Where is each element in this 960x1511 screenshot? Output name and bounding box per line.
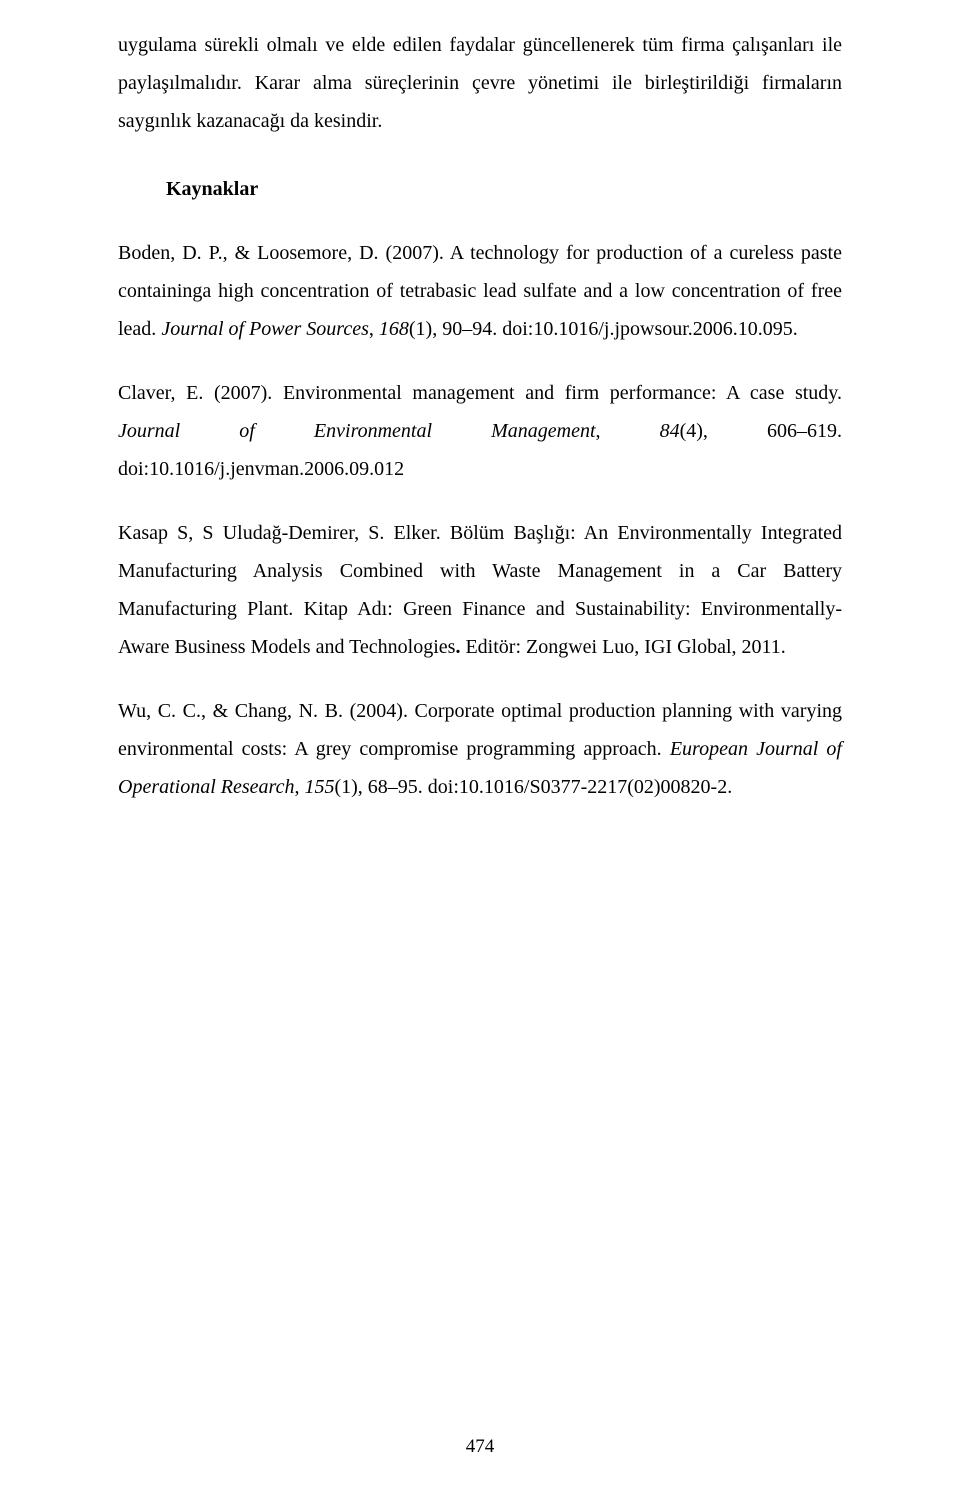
ref1-journal: Journal of Power Sources [161, 318, 369, 340]
ref4-tail: (1), 68–95. doi:10.1016/S0377-2217(02)00… [334, 776, 732, 798]
ref2-journal: Journal of Environmental Management [118, 420, 596, 442]
reference-1: Boden, D. P., & Loosemore, D. (2007). A … [118, 234, 842, 348]
reference-3: Kasap S, S Uludağ-Demirer, S. Elker. Böl… [118, 514, 842, 666]
intro-paragraph: uygulama sürekli olmalı ve elde edilen f… [118, 26, 842, 140]
ref1-tail: (1), 90–94. doi:10.1016/j.jpowsour.2006.… [409, 318, 798, 340]
ref4-sep: , [294, 776, 304, 798]
ref2-volume: 84 [660, 420, 680, 442]
ref2-text: Claver, E. (2007). Environmental managem… [118, 382, 842, 404]
ref3-bold-period: . [455, 636, 465, 658]
ref2-sep: , [596, 420, 660, 442]
page-number: 474 [0, 1429, 960, 1465]
reference-2: Claver, E. (2007). Environmental managem… [118, 374, 842, 488]
document-page: uygulama sürekli olmalı ve elde edilen f… [0, 0, 960, 1511]
ref4-volume: 155 [304, 776, 334, 798]
ref1-sep: , [369, 318, 379, 340]
ref1-volume: 168 [379, 318, 409, 340]
ref3-text-b: Editör: Zongwei Luo, IGI Global, 2011. [465, 636, 785, 658]
reference-4: Wu, C. C., & Chang, N. B. (2004). Corpor… [118, 692, 842, 806]
references-heading: Kaynaklar [118, 170, 842, 208]
